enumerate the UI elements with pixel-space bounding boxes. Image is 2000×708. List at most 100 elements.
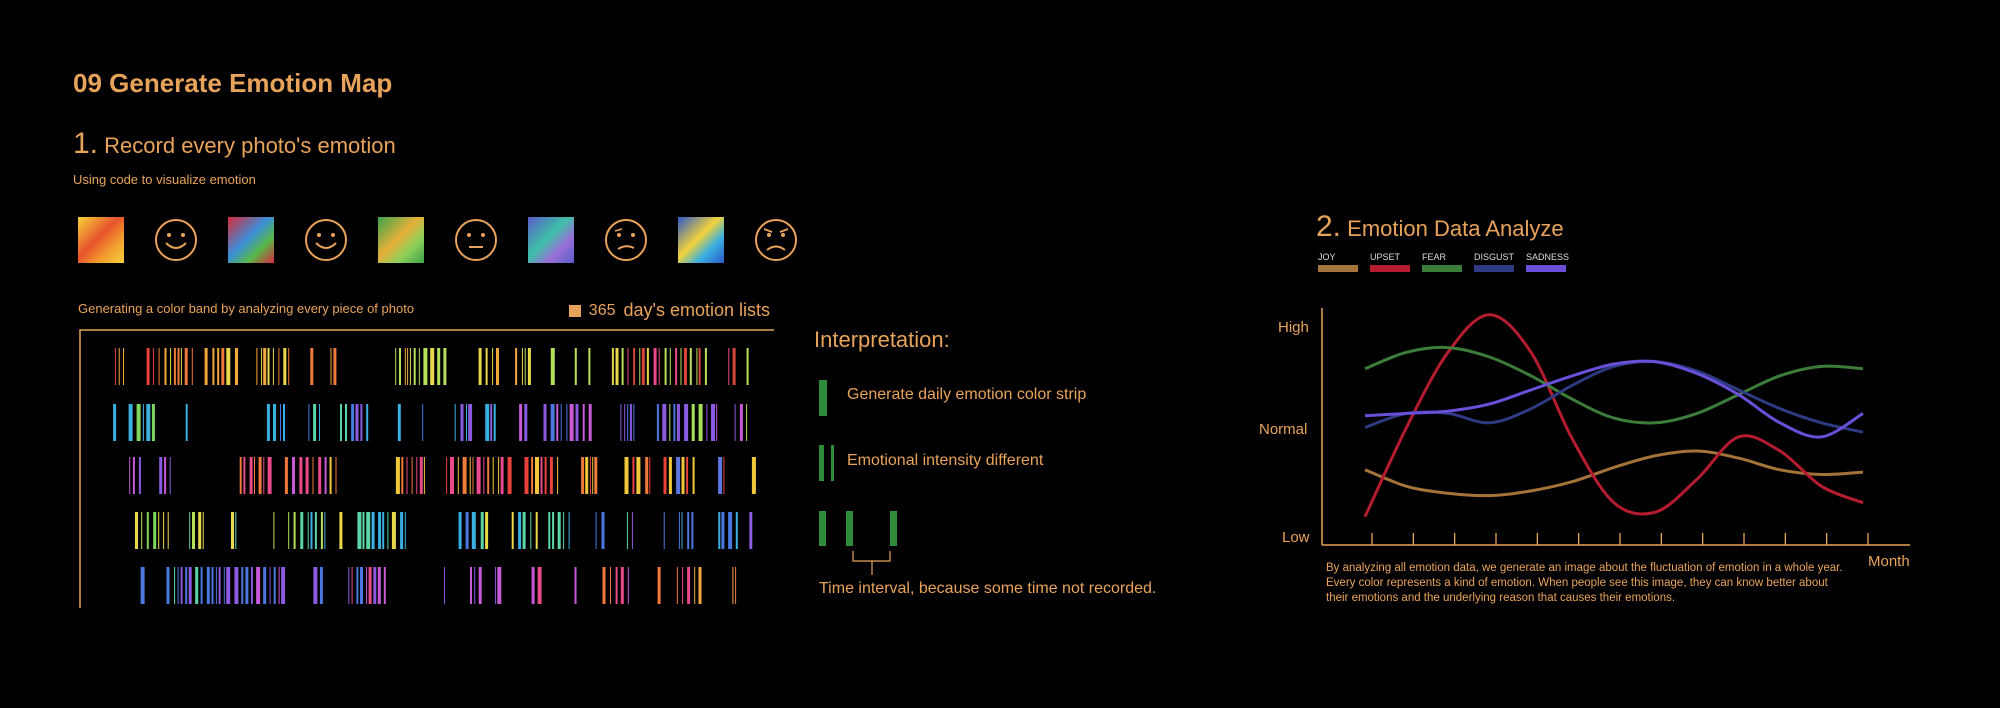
color-strip <box>476 457 481 494</box>
page-title: 09 Generate Emotion Map <box>73 68 393 98</box>
color-strip <box>378 512 382 549</box>
color-strip <box>211 567 214 604</box>
interval-marker-2 <box>846 511 853 546</box>
legend-item-upset: UPSET <box>1370 252 1410 272</box>
color-strip <box>234 567 239 604</box>
color-strip <box>485 348 488 385</box>
color-strip <box>318 457 322 494</box>
color-strip <box>135 512 138 549</box>
interval-marker-3 <box>890 511 897 546</box>
color-strip <box>123 348 124 385</box>
color-strip <box>373 567 377 604</box>
smile-face-icon <box>305 219 347 261</box>
photo-joy <box>78 217 124 263</box>
legend-label: JOY <box>1318 252 1336 262</box>
color-strip <box>454 404 456 441</box>
color-strip <box>507 457 512 494</box>
color-strip <box>223 567 225 604</box>
color-strip <box>202 512 204 549</box>
color-strip <box>696 348 698 385</box>
legend-swatch <box>1370 265 1410 272</box>
color-strip <box>231 512 234 549</box>
interpretation-title: Interpretation: <box>814 327 950 352</box>
color-strip <box>166 567 170 604</box>
color-strip <box>446 457 448 494</box>
color-strip <box>632 457 635 494</box>
color-strip <box>423 348 428 385</box>
color-strip <box>185 404 188 441</box>
color-strip <box>682 567 684 604</box>
color-strip <box>556 404 559 441</box>
color-strips <box>113 348 756 604</box>
color-strip <box>550 404 555 441</box>
band-caption: Generating a color band by analyzing eve… <box>78 301 415 316</box>
angry-face-icon <box>755 219 797 261</box>
color-strip <box>239 457 242 494</box>
color-strip <box>269 567 271 604</box>
color-strip <box>574 348 577 385</box>
color-strip <box>140 567 145 604</box>
legend-swatch <box>1526 265 1567 272</box>
color-strip <box>382 512 385 549</box>
color-strip <box>357 512 362 549</box>
color-strip <box>657 567 661 604</box>
legend-item-disgust: DISGUST <box>1474 252 1514 272</box>
color-strip <box>348 567 350 604</box>
color-strip <box>283 404 285 441</box>
intensity-marker-thin <box>831 445 834 481</box>
color-strip <box>524 404 528 441</box>
worried-face-icon <box>605 219 647 261</box>
color-strip <box>218 567 221 604</box>
intensity-marker-thick <box>819 445 824 481</box>
color-strip <box>557 457 559 494</box>
color-strip <box>527 348 531 385</box>
color-strip <box>221 348 225 385</box>
color-strip <box>594 457 598 494</box>
color-strip <box>582 404 585 441</box>
color-strip <box>360 404 363 441</box>
color-strip <box>305 457 309 494</box>
color-strip <box>681 457 685 494</box>
series-line-fear <box>1364 345 1864 425</box>
color-strip <box>319 567 323 604</box>
color-strip <box>557 512 561 549</box>
color-strip <box>664 348 667 385</box>
chart-description: By analyzing all emotion data, we genera… <box>1326 562 1843 604</box>
color-strip <box>574 567 577 604</box>
color-strip <box>656 404 659 441</box>
color-strip <box>164 457 167 494</box>
color-strip <box>474 567 476 604</box>
legend-label: FEAR <box>1422 252 1447 262</box>
color-strip <box>676 457 681 494</box>
color-strip <box>669 404 671 441</box>
color-strip <box>457 457 459 494</box>
color-strip <box>351 567 353 604</box>
color-strip <box>698 348 701 385</box>
color-strip <box>751 457 756 494</box>
section2-title: Emotion Data Analyze <box>1347 216 1564 241</box>
color-strip <box>312 457 314 494</box>
series-line-disgust <box>1364 360 1864 434</box>
legend-swatch <box>1474 265 1514 272</box>
color-strip <box>423 457 425 494</box>
color-strip <box>395 348 397 385</box>
color-strip <box>292 457 295 494</box>
color-strip <box>728 512 733 549</box>
color-strip <box>531 567 535 604</box>
color-strip <box>411 457 413 494</box>
color-strip <box>142 404 144 441</box>
color-strip <box>409 348 411 385</box>
photo-upset <box>228 217 274 263</box>
section2-heading: 2. Emotion Data Analyze <box>1316 210 1564 244</box>
color-strip <box>250 567 253 604</box>
color-strip <box>698 404 703 441</box>
color-strip <box>515 348 518 385</box>
color-strip <box>299 457 303 494</box>
color-strip <box>569 404 574 441</box>
color-strip <box>691 404 695 441</box>
color-strip <box>243 457 246 494</box>
color-strip <box>462 457 467 494</box>
color-strip <box>400 512 404 549</box>
